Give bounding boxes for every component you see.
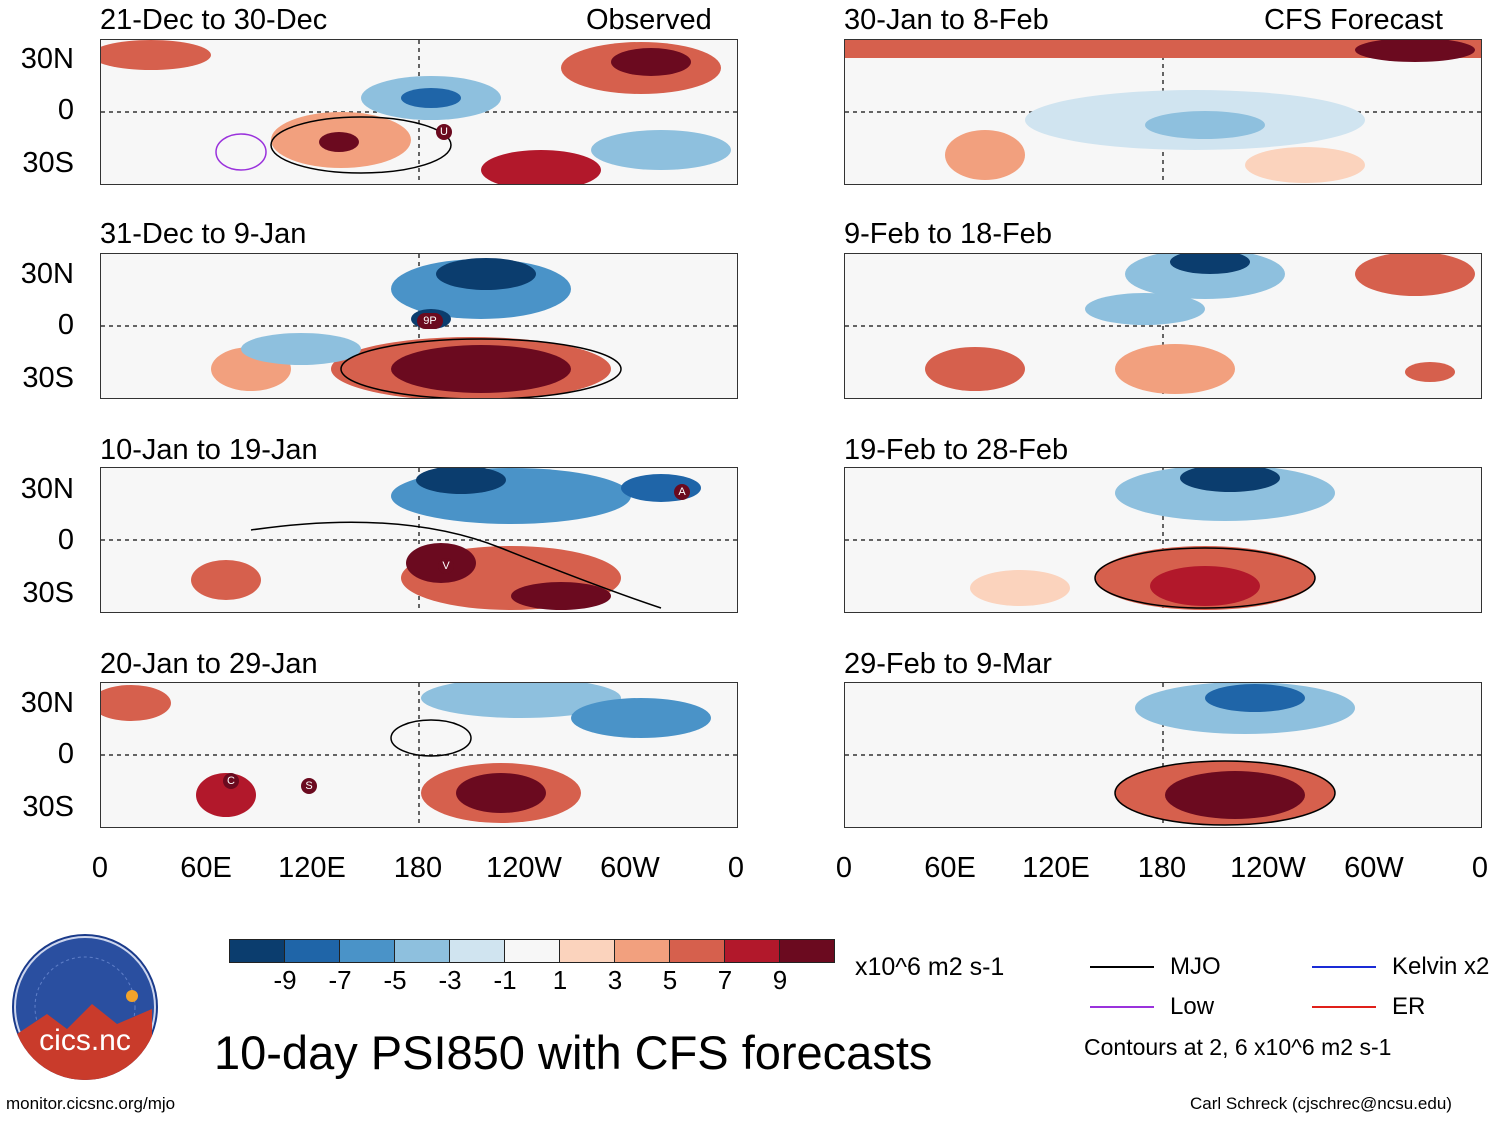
psi850-anomaly-map [101, 254, 737, 398]
storm-marker: V [438, 558, 454, 574]
colorbar-swatch [340, 940, 395, 962]
storm-marker: A [674, 484, 690, 500]
colorbar-tick: -7 [328, 965, 352, 995]
map-panel-obs-1: U [100, 39, 738, 185]
lon-label: 120W [486, 852, 562, 884]
map-panel-fcst-4 [844, 682, 1482, 828]
psi850-anomaly-map [101, 683, 737, 827]
map-panel-fcst-2 [844, 253, 1482, 399]
panel-1-title: 21-Dec to 30-Dec [100, 4, 328, 36]
colorbar-tick: -3 [438, 965, 462, 995]
map-panel-obs-4: C S [100, 682, 738, 828]
cics-logo: cics.nc [12, 934, 158, 1080]
colorbar-tick: 7 [717, 965, 733, 995]
colorbar-swatch [780, 940, 834, 962]
lon-label: 60E [924, 852, 976, 884]
main-title: 10-day PSI850 with CFS forecasts [214, 1026, 933, 1079]
lat-label-30s: 30S [22, 147, 74, 179]
legend-kelvin-label: Kelvin x2 [1392, 953, 1490, 980]
lon-label: 60W [600, 852, 660, 884]
psi850-anomaly-map [101, 40, 737, 184]
panel-5-title: 30-Jan to 8-Feb [844, 4, 1049, 36]
panel-2-title: 31-Dec to 9-Jan [100, 218, 307, 250]
legend-er-label: ER [1392, 993, 1426, 1020]
colorbar-swatch [230, 940, 285, 962]
storm-marker: U [436, 124, 452, 140]
legend-mjo-label: MJO [1170, 953, 1221, 980]
colorbar-tick: -9 [273, 965, 297, 995]
lat-label-eq: 0 [57, 524, 74, 556]
lat-label-30n: 30N [20, 687, 74, 719]
lat-label-30s: 30S [22, 577, 74, 609]
lon-label: 0 [91, 852, 109, 884]
legend-mjo-line [1090, 966, 1154, 968]
lat-label-30n: 30N [20, 258, 74, 290]
lon-label: 60W [1344, 852, 1404, 884]
lon-label: 0 [1471, 852, 1489, 884]
colorbar-swatch [670, 940, 725, 962]
psi850-anomaly-map [845, 254, 1481, 398]
lon-label: 120E [1022, 852, 1090, 884]
logo-text: cics.nc [39, 1024, 131, 1057]
colorbar-swatch [615, 940, 670, 962]
panel-6-title: 9-Feb to 18-Feb [844, 218, 1052, 250]
contour-note: Contours at 2, 6 x10^6 m2 s-1 [1084, 1034, 1392, 1060]
footer-credit: Carl Schreck (cjschrec@ncsu.edu) [1190, 1094, 1452, 1113]
lat-label-30n: 30N [20, 43, 74, 75]
panel-8-title: 29-Feb to 9-Mar [844, 648, 1052, 680]
legend-low-line [1090, 1006, 1154, 1008]
lat-label-eq: 0 [57, 94, 74, 126]
colorbar-units: x10^6 m2 s-1 [855, 953, 1005, 981]
lon-label: 0 [727, 852, 745, 884]
colorbar-swatch [450, 940, 505, 962]
colorbar-tick: 5 [662, 965, 678, 995]
map-panel-fcst-1 [844, 39, 1482, 185]
legend-er-line [1312, 1006, 1376, 1008]
legend-kelvin-line [1312, 966, 1376, 968]
colorbar-swatch [285, 940, 340, 962]
psi850-anomaly-map [845, 468, 1481, 612]
lon-label: 120W [1230, 852, 1306, 884]
lon-label: 60E [180, 852, 232, 884]
footer-url[interactable]: monitor.cicsnc.org/mjo [6, 1094, 176, 1113]
lat-label-30n: 30N [20, 473, 74, 505]
forecast-label: CFS Forecast [1264, 4, 1443, 36]
storm-marker: S [301, 778, 317, 794]
colorbar-swatch [505, 940, 560, 962]
map-panel-fcst-3 [844, 467, 1482, 613]
panel-4-title: 20-Jan to 29-Jan [100, 648, 318, 680]
lon-label: 180 [1137, 852, 1187, 884]
colorbar-swatch [725, 940, 780, 962]
colorbar-swatch [395, 940, 450, 962]
psi850-anomaly-map [845, 683, 1481, 827]
observed-label: Observed [586, 4, 712, 36]
lat-label-eq: 0 [57, 309, 74, 341]
legend-low-label: Low [1170, 993, 1215, 1020]
lon-label: 0 [835, 852, 853, 884]
map-panel-obs-3: V A [100, 467, 738, 613]
lat-label-30s: 30S [22, 362, 74, 394]
panel-3-title: 10-Jan to 19-Jan [100, 434, 318, 466]
colorbar-tick: -1 [493, 965, 517, 995]
lat-label-30s: 30S [22, 791, 74, 823]
storm-marker: 9P [417, 313, 443, 329]
psi850-anomaly-map [101, 468, 737, 612]
colorbar-tick: 3 [607, 965, 623, 995]
lon-label: 180 [393, 852, 443, 884]
map-panel-obs-2: 9P [100, 253, 738, 399]
colorbar [229, 939, 835, 963]
colorbar-swatch [560, 940, 615, 962]
lat-label-eq: 0 [57, 738, 74, 770]
colorbar-tick: -5 [383, 965, 407, 995]
colorbar-tick: 9 [772, 965, 788, 995]
storm-marker: C [223, 773, 239, 789]
panel-7-title: 19-Feb to 28-Feb [844, 434, 1069, 466]
psi850-anomaly-map [845, 40, 1481, 184]
colorbar-tick: 1 [552, 965, 568, 995]
lon-label: 120E [278, 852, 346, 884]
